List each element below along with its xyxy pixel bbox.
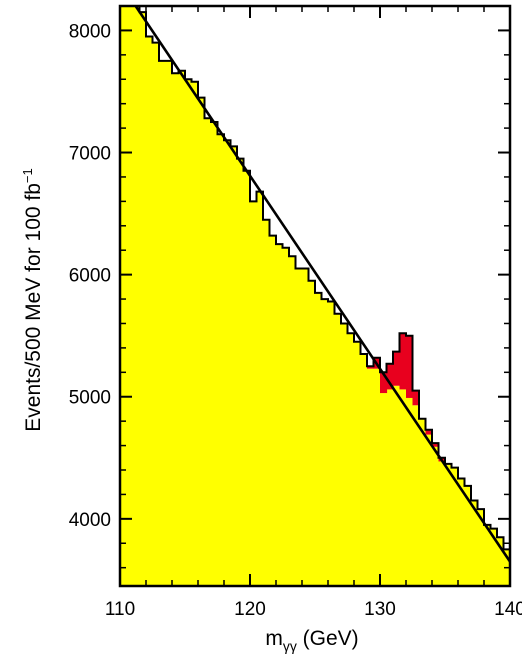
background-bin — [172, 73, 180, 586]
background-bin — [256, 191, 264, 586]
signal-bin — [412, 390, 420, 406]
background-bin — [354, 341, 362, 586]
background-bin — [178, 70, 186, 586]
y-tick-label: 6000 — [69, 266, 111, 287]
background-bin — [380, 393, 388, 586]
background-bin — [269, 235, 277, 586]
background-bin — [237, 158, 245, 586]
signal-bin — [380, 372, 388, 394]
background-bin — [412, 405, 420, 586]
x-axis-label: mγγ (GeV) — [265, 627, 358, 654]
background-bin — [211, 122, 219, 586]
background-bin — [315, 292, 323, 586]
background-bin — [360, 354, 368, 586]
background-bin — [464, 485, 472, 586]
background-bin — [386, 389, 394, 586]
background-bin — [458, 478, 466, 586]
background-bin — [204, 118, 212, 586]
y-tick-label: 7000 — [69, 144, 111, 165]
background-bin — [282, 247, 290, 586]
background-bin — [276, 244, 284, 586]
background-bin — [438, 461, 446, 586]
y-axis-label: Events/500 MeV for 100 fb−1 — [20, 168, 45, 431]
background-bin — [146, 36, 154, 586]
background-bin — [477, 509, 485, 586]
background-bin — [334, 313, 342, 586]
observed-histogram-outline — [120, 6, 510, 554]
background-bin — [191, 81, 199, 586]
background-bin — [289, 256, 297, 586]
background-bin — [517, 555, 522, 586]
background-bin — [308, 280, 316, 586]
background-bin — [373, 368, 381, 586]
background-bin — [399, 389, 407, 586]
y-tick-label: 4000 — [69, 510, 111, 531]
x-tick-label: 130 — [364, 599, 396, 620]
background-bin — [224, 140, 232, 586]
background-bin — [425, 434, 433, 586]
plot-area — [120, 6, 522, 586]
x-tick-label: 120 — [234, 599, 266, 620]
signal-bin — [406, 335, 414, 398]
signal-bin — [425, 429, 433, 435]
signal-bin — [367, 366, 375, 369]
background-bin — [243, 170, 251, 586]
background-bin — [152, 42, 160, 586]
plot-frame — [118, 4, 512, 588]
background-bin — [185, 79, 193, 586]
background-bin — [432, 446, 440, 586]
background-bin — [139, 12, 147, 586]
background-bin — [445, 463, 453, 586]
background-bin — [230, 146, 238, 586]
background-bin — [120, 6, 128, 586]
background-bin — [451, 467, 459, 586]
signal-bin — [432, 443, 440, 447]
signal-bin — [393, 351, 401, 386]
background-bin — [263, 219, 271, 586]
background-bin — [367, 368, 375, 586]
signal-bin — [399, 333, 407, 390]
background-bin — [126, 6, 134, 586]
background-bin — [321, 299, 329, 586]
background-bin — [217, 134, 225, 586]
background-bin — [165, 60, 173, 586]
x-tick-label: 140 — [494, 599, 522, 620]
background-bin — [406, 397, 414, 586]
y-tick-label: 8000 — [69, 21, 111, 42]
background-bin — [347, 333, 355, 586]
background-bin — [419, 418, 427, 586]
y-tick-label: 5000 — [69, 388, 111, 409]
background-bin — [328, 301, 336, 586]
background-bin — [393, 385, 401, 586]
background-bin — [341, 323, 349, 586]
background-bin — [295, 268, 303, 586]
background-bin — [302, 268, 310, 586]
axes — [118, 4, 512, 588]
background-bin — [159, 60, 167, 586]
background-bin — [198, 97, 206, 586]
background-fit-line — [134, 6, 510, 563]
x-tick-label: 110 — [105, 599, 135, 620]
background-bin — [484, 524, 492, 586]
background-bin — [250, 201, 258, 586]
tick-labels: 110 120 130 140 4000 5000 6000 7000 8000 — [69, 21, 522, 620]
background-bin — [490, 528, 498, 586]
background-bin — [471, 500, 479, 586]
signal-bin — [386, 363, 394, 390]
background-bin — [497, 537, 505, 586]
background-bin — [133, 6, 141, 586]
